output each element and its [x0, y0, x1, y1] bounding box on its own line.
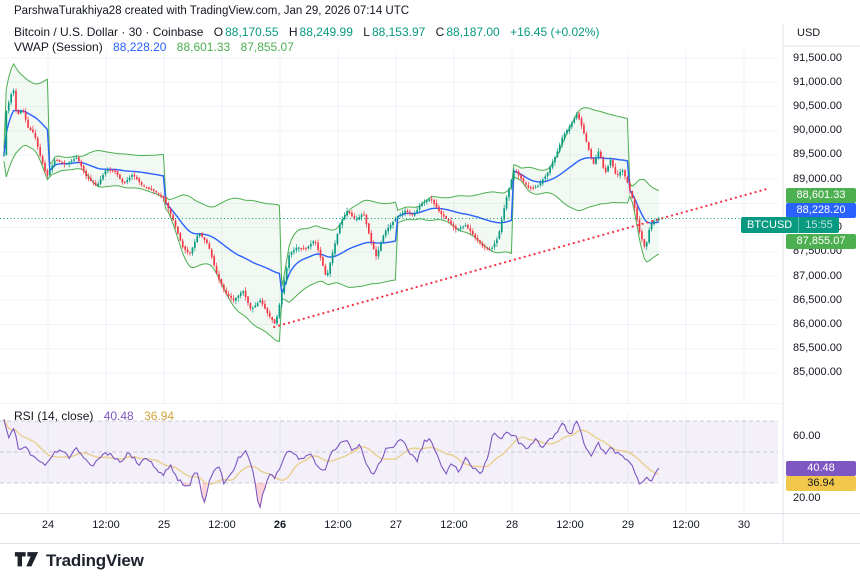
vwap-price-badge: 88,228.20: [786, 203, 856, 218]
axis-borders: [0, 24, 860, 544]
price-axis-label: 85,000.00: [793, 366, 842, 379]
price-pane[interactable]: [3, 62, 769, 343]
trendline-drawing[interactable]: [273, 187, 769, 329]
high-label: H: [288, 25, 298, 39]
time-axis-label: 28: [505, 519, 519, 531]
vwap-lower-price-badge: 87,855.07: [786, 234, 856, 249]
candles-down: [15, 88, 646, 324]
rsi-ma-line: [3, 418, 659, 486]
vwap-upper-value: 88,601.33: [176, 40, 231, 54]
gridlines: [0, 50, 778, 513]
vwap-lower-value: 87,855.07: [240, 40, 294, 54]
vwap-label: VWAP (Session): [14, 40, 103, 54]
open-value: 88,170.55: [225, 25, 279, 39]
last-price-badge: BTCUSD 15:55: [741, 217, 839, 233]
time-axis-label: 27: [389, 519, 403, 531]
price-axis-label: 89,000.00: [793, 172, 842, 185]
bar-countdown: 15:55: [798, 217, 839, 233]
tradingview-logo[interactable]: TradingView: [14, 551, 144, 571]
rsi-value: 40.48: [103, 409, 134, 423]
rsi-legend[interactable]: RSI (14, close) 40.48 36.94: [14, 409, 174, 423]
time-axis-label: 12:00: [440, 519, 468, 531]
time-axis-label: 25: [157, 519, 171, 531]
price-axis-label: 87,000.00: [793, 269, 842, 282]
vwap-lower-band-line: [3, 144, 660, 343]
price-axis-label: 91,500.00: [793, 51, 842, 64]
tradingview-logo-text: TradingView: [46, 551, 144, 570]
rsi-extreme-fill: [255, 483, 265, 508]
time-axis-label: 30: [737, 519, 751, 531]
price-axis-label: 91,000.00: [793, 75, 842, 88]
rsi-line: [3, 419, 660, 510]
rsi-pane[interactable]: [0, 418, 778, 510]
vwap-value: 88,228.20: [113, 40, 167, 54]
rsi-ma-value-badge: 36.94: [786, 476, 856, 491]
close-value: 88,187.00: [446, 25, 500, 39]
tradingview-logo-icon: [14, 552, 39, 567]
price-axis-label: 86,000.00: [793, 318, 842, 331]
price-axis-label: 90,000.00: [793, 124, 842, 137]
price-axis-currency-label: USD: [797, 27, 821, 39]
time-axis-label: 12:00: [92, 519, 120, 531]
time-axis-label: 24: [41, 519, 55, 531]
time-axis-label: 26: [273, 519, 287, 531]
time-axis-label: 12:00: [556, 519, 584, 531]
price-axis-label: 90,500.00: [793, 99, 842, 112]
low-label: L: [363, 25, 370, 39]
close-label: C: [435, 25, 445, 39]
low-value: 88,153.97: [371, 25, 426, 39]
price-axis-label: 85,500.00: [793, 342, 842, 355]
rsi-label: RSI (14, close): [14, 409, 94, 423]
rsi-value-badge: 40.48: [786, 461, 856, 476]
vwap-upper-price-badge: 88,601.33: [786, 188, 856, 203]
time-axis-label: 12:00: [208, 519, 236, 531]
symbol-title: Bitcoin / U.S. Dollar · 30 · Coinbase: [14, 25, 204, 39]
price-axis-label: 86,500.00: [793, 293, 842, 306]
open-label: O: [213, 25, 224, 39]
vwap-line: [3, 109, 659, 294]
vwap-legend[interactable]: VWAP (Session) 88,228.20 88,601.33 87,85…: [14, 40, 599, 54]
rsi-ma-value: 36.94: [144, 409, 175, 423]
rsi-axis-label: 20.00: [793, 492, 821, 504]
high-value: 88,249.99: [299, 25, 353, 39]
candles-up: [3, 88, 660, 326]
time-axis-label: 12:00: [672, 519, 700, 531]
rsi-axis-label: 60.00: [793, 430, 821, 442]
time-axis-label: 12:00: [324, 519, 352, 531]
change-value: +16.45 (+0.02%): [510, 25, 600, 39]
attribution-text: ParshwaTurakhiya28 created with TradingV…: [14, 5, 410, 17]
time-axis-label: 29: [621, 519, 635, 531]
vwap-upper-band-line: [3, 62, 659, 287]
symbol-ticker: BTCUSD: [747, 219, 793, 231]
price-axis-label: 89,500.00: [793, 148, 842, 161]
